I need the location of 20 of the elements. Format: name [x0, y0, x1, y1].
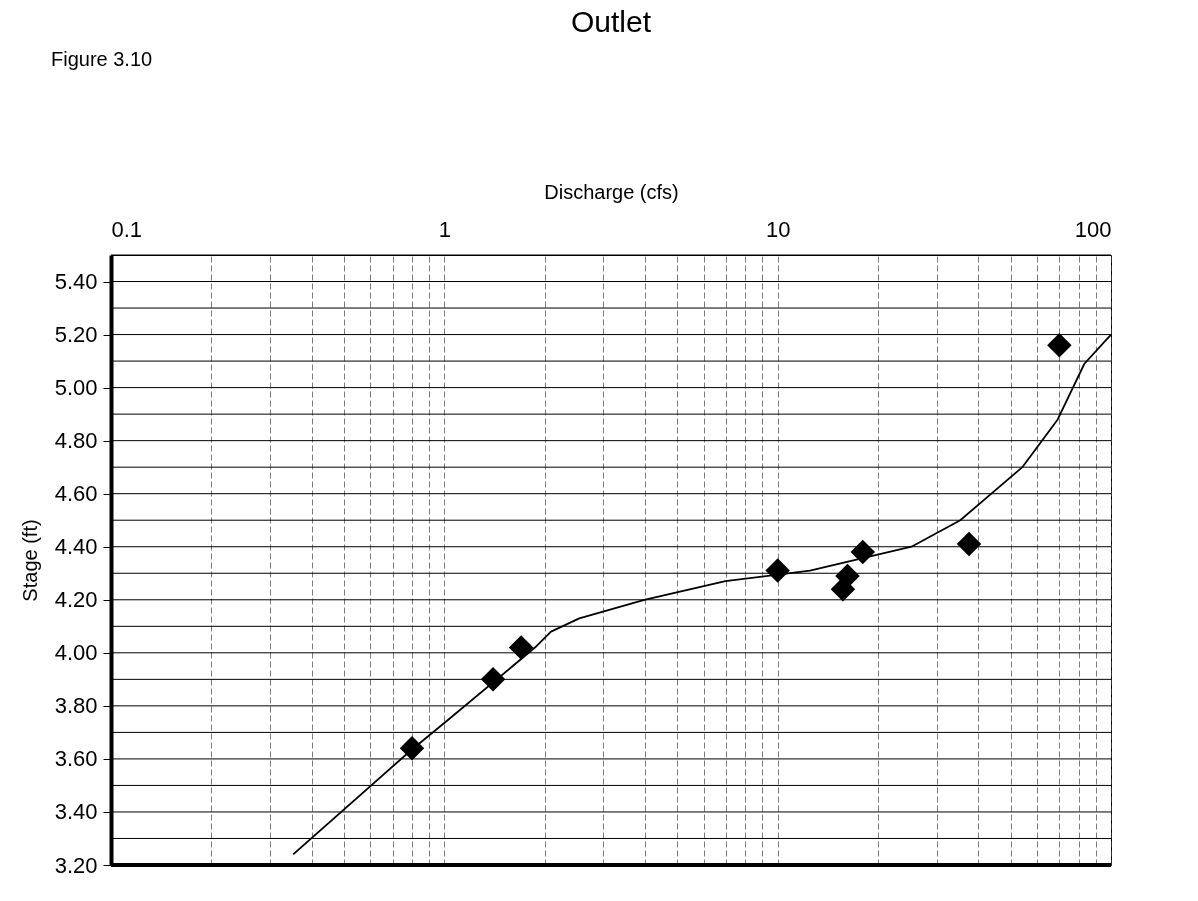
y-axis-title: Stage (ft) — [18, 519, 41, 602]
x-tick-label: 0.1 — [111, 216, 143, 242]
y-tick-label: 5.00 — [54, 375, 98, 401]
y-tick-label: 4.00 — [54, 640, 98, 666]
x-axis-title: Discharge (cfs) — [544, 180, 679, 203]
y-tick-label: 4.20 — [54, 587, 98, 613]
y-tick-label: 4.60 — [54, 481, 98, 507]
caption: Figure 3.10 — [51, 48, 153, 70]
y-tick-label: 3.60 — [54, 746, 98, 772]
y-tick-label: 3.40 — [54, 799, 98, 825]
y-tick-label: 4.80 — [54, 428, 98, 454]
x-tick-label: 1 — [438, 216, 451, 242]
x-tick-label: 10 — [765, 216, 791, 242]
x-tick-label: 100 — [1074, 216, 1112, 242]
y-tick-label: 3.80 — [54, 693, 98, 719]
y-tick-label: 5.20 — [54, 322, 98, 348]
y-tick-label: 3.20 — [54, 852, 98, 878]
y-tick-label: 4.40 — [54, 534, 98, 560]
chart-title: Outlet — [570, 5, 652, 38]
y-tick-label: 5.40 — [54, 269, 98, 295]
